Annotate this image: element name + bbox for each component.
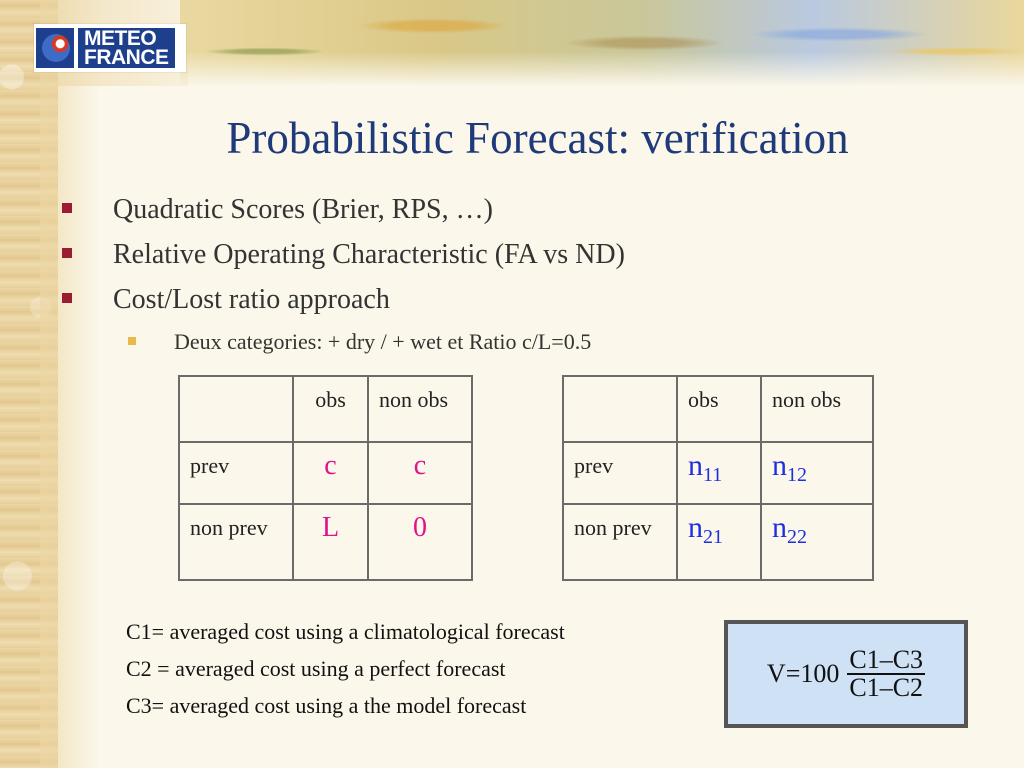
table-header-empty <box>562 375 678 443</box>
formula-fraction: C1–C3 C1–C2 <box>847 645 926 702</box>
cell-non-prev-obs: L <box>292 503 369 581</box>
left-strip-fade <box>40 0 100 768</box>
sub-bullet-square-icon <box>128 337 136 345</box>
cost-line-c3: C3= averaged cost using a the model fore… <box>126 693 527 718</box>
formula-denominator: C1–C2 <box>849 673 924 702</box>
bullet-square-icon <box>62 203 72 213</box>
row-label-prev: prev <box>178 441 294 505</box>
slide-title: Probabilistic Forecast: verification <box>226 113 849 163</box>
cost-line-c2: C2 = averaged cost using a perfect forec… <box>126 656 506 681</box>
table-header-non-obs: non obs <box>760 375 874 443</box>
formula-numerator: C1–C3 <box>847 645 926 675</box>
bullet-item: Quadratic Scores (Brier, RPS, …) <box>62 194 625 239</box>
row-label-non-prev: non prev <box>178 503 294 581</box>
bullet-item: Relative Operating Characteristic (FA vs… <box>62 239 625 284</box>
cost-loss-table: obs non obs prev c c non prev L 0 <box>178 375 473 581</box>
sub-bullet-item: Deux categories: + dry / + wet et Ratio … <box>128 329 625 367</box>
table-header-obs: obs <box>292 375 369 443</box>
bullet-text: Quadratic Scores (Brier, RPS, …) <box>113 194 493 225</box>
bullet-square-icon <box>62 248 72 258</box>
meteo-france-logo: METEO FRANCE <box>34 24 186 72</box>
formula-lhs: V=100 <box>766 659 840 688</box>
table-header-obs: obs <box>676 375 762 443</box>
cell-prev-obs: c <box>292 441 369 505</box>
logo-line1: METEO <box>84 27 157 50</box>
bullet-text: Cost/Lost ratio approach <box>113 284 390 315</box>
bullet-item: Cost/Lost ratio approach <box>62 284 625 329</box>
logo-globe-icon <box>36 28 74 68</box>
table-header-empty <box>178 375 294 443</box>
cost-line-c1: C1= averaged cost using a climatological… <box>126 619 565 644</box>
cell-prev-non-obs: c <box>367 441 473 505</box>
cell-n22: n22 <box>760 503 874 581</box>
bullet-square-icon <box>62 293 72 303</box>
cell-non-prev-non-obs: 0 <box>367 503 473 581</box>
table-header-non-obs: non obs <box>367 375 473 443</box>
row-label-non-prev: non prev <box>562 503 678 581</box>
bullet-list: Quadratic Scores (Brier, RPS, …) Relativ… <box>62 194 625 367</box>
cell-n12: n12 <box>760 441 874 505</box>
contingency-table: obs non obs prev n11 n12 non prev n21 n2… <box>562 375 874 581</box>
top-decorative-banner <box>180 0 1024 86</box>
logo-line2: FRANCE <box>84 46 169 69</box>
cost-definitions: C1= averaged cost using a climatological… <box>126 616 565 727</box>
logo-text: METEO FRANCE <box>78 28 175 68</box>
row-label-prev: prev <box>562 441 678 505</box>
value-formula-box: V=100 C1–C3 C1–C2 <box>724 620 968 728</box>
cell-n11: n11 <box>676 441 762 505</box>
bullet-text: Relative Operating Characteristic (FA vs… <box>113 239 625 270</box>
sub-bullet-text: Deux categories: + dry / + wet et Ratio … <box>174 329 592 354</box>
cell-n21: n21 <box>676 503 762 581</box>
